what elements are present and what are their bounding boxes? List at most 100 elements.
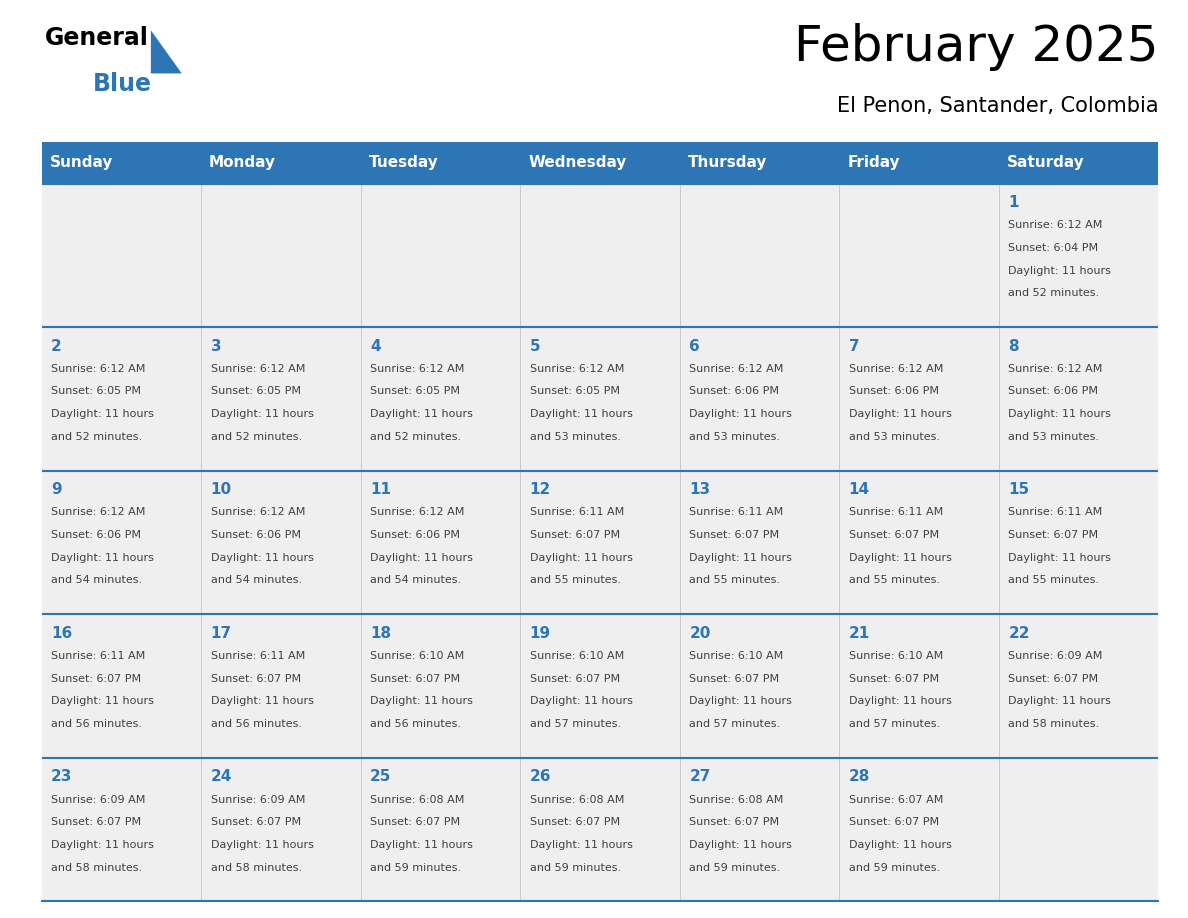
Text: Sunrise: 6:10 AM: Sunrise: 6:10 AM [530, 651, 624, 661]
Text: Sunset: 6:07 PM: Sunset: 6:07 PM [51, 817, 141, 827]
Text: Daylight: 11 hours: Daylight: 11 hours [1009, 697, 1111, 706]
Text: Sunset: 6:06 PM: Sunset: 6:06 PM [210, 530, 301, 540]
Text: Sunset: 6:05 PM: Sunset: 6:05 PM [51, 386, 141, 397]
Text: Sunrise: 6:11 AM: Sunrise: 6:11 AM [210, 651, 305, 661]
Text: Daylight: 11 hours: Daylight: 11 hours [689, 840, 792, 850]
Text: Sunset: 6:07 PM: Sunset: 6:07 PM [371, 674, 460, 684]
Text: Sunrise: 6:12 AM: Sunrise: 6:12 AM [51, 508, 145, 518]
Text: Daylight: 11 hours: Daylight: 11 hours [848, 553, 952, 563]
Text: Daylight: 11 hours: Daylight: 11 hours [848, 409, 952, 420]
Text: 2: 2 [51, 339, 62, 353]
Text: Sunrise: 6:08 AM: Sunrise: 6:08 AM [371, 794, 465, 804]
Text: Daylight: 11 hours: Daylight: 11 hours [1009, 265, 1111, 275]
Text: 13: 13 [689, 482, 710, 498]
Text: Sunrise: 6:12 AM: Sunrise: 6:12 AM [210, 364, 305, 374]
Text: and 53 minutes.: and 53 minutes. [689, 431, 781, 442]
Text: and 54 minutes.: and 54 minutes. [210, 576, 302, 586]
Text: February 2025: February 2025 [794, 23, 1158, 71]
Text: Tuesday: Tuesday [368, 155, 438, 171]
Text: and 59 minutes.: and 59 minutes. [689, 863, 781, 873]
Text: Sunset: 6:07 PM: Sunset: 6:07 PM [848, 530, 939, 540]
Text: Sunrise: 6:12 AM: Sunrise: 6:12 AM [1009, 364, 1102, 374]
Text: Daylight: 11 hours: Daylight: 11 hours [530, 840, 633, 850]
Text: Daylight: 11 hours: Daylight: 11 hours [1009, 553, 1111, 563]
Text: Sunset: 6:07 PM: Sunset: 6:07 PM [210, 817, 301, 827]
Text: Sunrise: 6:08 AM: Sunrise: 6:08 AM [530, 794, 624, 804]
Text: 5: 5 [530, 339, 541, 353]
Text: Sunrise: 6:12 AM: Sunrise: 6:12 AM [689, 364, 784, 374]
Text: 24: 24 [210, 769, 232, 784]
Text: and 58 minutes.: and 58 minutes. [51, 863, 143, 873]
Text: Sunrise: 6:12 AM: Sunrise: 6:12 AM [1009, 220, 1102, 230]
Text: Daylight: 11 hours: Daylight: 11 hours [530, 409, 633, 420]
Text: and 56 minutes.: and 56 minutes. [371, 719, 461, 729]
Text: 17: 17 [210, 626, 232, 641]
Text: Sunset: 6:07 PM: Sunset: 6:07 PM [848, 817, 939, 827]
Text: Sunset: 6:07 PM: Sunset: 6:07 PM [848, 674, 939, 684]
Text: Sunset: 6:07 PM: Sunset: 6:07 PM [689, 530, 779, 540]
Text: Sunrise: 6:11 AM: Sunrise: 6:11 AM [51, 651, 145, 661]
Text: and 52 minutes.: and 52 minutes. [371, 431, 461, 442]
Text: 18: 18 [371, 626, 391, 641]
Text: 10: 10 [210, 482, 232, 498]
Text: 6: 6 [689, 339, 700, 353]
Text: 9: 9 [51, 482, 62, 498]
Text: 23: 23 [51, 769, 72, 784]
Text: 14: 14 [848, 482, 870, 498]
Bar [42, 142, 1158, 184]
Text: Daylight: 11 hours: Daylight: 11 hours [1009, 409, 1111, 420]
Text: and 52 minutes.: and 52 minutes. [210, 431, 302, 442]
Text: El Penon, Santander, Colombia: El Penon, Santander, Colombia [836, 96, 1158, 117]
Text: Sunrise: 6:10 AM: Sunrise: 6:10 AM [848, 651, 943, 661]
Text: Sunset: 6:06 PM: Sunset: 6:06 PM [51, 530, 141, 540]
Text: Sunrise: 6:11 AM: Sunrise: 6:11 AM [848, 508, 943, 518]
Text: Daylight: 11 hours: Daylight: 11 hours [371, 409, 473, 420]
Text: Sunset: 6:05 PM: Sunset: 6:05 PM [530, 386, 620, 397]
Text: Daylight: 11 hours: Daylight: 11 hours [371, 553, 473, 563]
Bar [42, 184, 1158, 327]
Text: 4: 4 [371, 339, 381, 353]
Text: 12: 12 [530, 482, 551, 498]
Text: Daylight: 11 hours: Daylight: 11 hours [530, 553, 633, 563]
Text: and 59 minutes.: and 59 minutes. [530, 863, 621, 873]
Text: and 52 minutes.: and 52 minutes. [1009, 288, 1099, 298]
Text: 15: 15 [1009, 482, 1030, 498]
Text: Sunrise: 6:12 AM: Sunrise: 6:12 AM [51, 364, 145, 374]
Text: Sunrise: 6:12 AM: Sunrise: 6:12 AM [371, 508, 465, 518]
Text: 21: 21 [848, 626, 870, 641]
Text: 25: 25 [371, 769, 392, 784]
Text: and 57 minutes.: and 57 minutes. [689, 719, 781, 729]
Text: Daylight: 11 hours: Daylight: 11 hours [530, 697, 633, 706]
Text: and 57 minutes.: and 57 minutes. [848, 719, 940, 729]
Text: Daylight: 11 hours: Daylight: 11 hours [371, 840, 473, 850]
Text: Wednesday: Wednesday [529, 155, 626, 171]
Text: 16: 16 [51, 626, 72, 641]
Text: 27: 27 [689, 769, 710, 784]
Text: and 55 minutes.: and 55 minutes. [689, 576, 781, 586]
Text: and 56 minutes.: and 56 minutes. [210, 719, 302, 729]
Text: Sunrise: 6:09 AM: Sunrise: 6:09 AM [210, 794, 305, 804]
Text: Daylight: 11 hours: Daylight: 11 hours [51, 553, 154, 563]
Text: Sunrise: 6:12 AM: Sunrise: 6:12 AM [210, 508, 305, 518]
Text: and 53 minutes.: and 53 minutes. [1009, 431, 1099, 442]
Text: and 57 minutes.: and 57 minutes. [530, 719, 621, 729]
Text: Sunrise: 6:11 AM: Sunrise: 6:11 AM [1009, 508, 1102, 518]
Text: Daylight: 11 hours: Daylight: 11 hours [371, 697, 473, 706]
Bar [42, 758, 1158, 901]
Text: Sunset: 6:07 PM: Sunset: 6:07 PM [51, 674, 141, 684]
Text: Sunrise: 6:10 AM: Sunrise: 6:10 AM [689, 651, 784, 661]
Text: Sunset: 6:07 PM: Sunset: 6:07 PM [1009, 530, 1099, 540]
Text: Daylight: 11 hours: Daylight: 11 hours [51, 697, 154, 706]
Text: and 58 minutes.: and 58 minutes. [210, 863, 302, 873]
Polygon shape [151, 30, 182, 73]
Text: and 59 minutes.: and 59 minutes. [848, 863, 940, 873]
Text: Sunset: 6:07 PM: Sunset: 6:07 PM [530, 530, 620, 540]
Text: Sunset: 6:07 PM: Sunset: 6:07 PM [530, 817, 620, 827]
Text: Sunset: 6:06 PM: Sunset: 6:06 PM [371, 530, 460, 540]
Text: 11: 11 [371, 482, 391, 498]
Text: Friday: Friday [847, 155, 899, 171]
Text: Daylight: 11 hours: Daylight: 11 hours [689, 697, 792, 706]
Text: Daylight: 11 hours: Daylight: 11 hours [210, 840, 314, 850]
Text: and 55 minutes.: and 55 minutes. [848, 576, 940, 586]
Text: and 55 minutes.: and 55 minutes. [530, 576, 621, 586]
